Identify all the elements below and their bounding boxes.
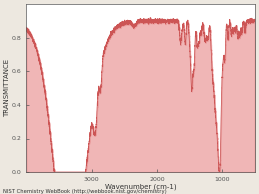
Text: INFRARED SPECTRUM: INFRARED SPECTRUM — [95, 0, 186, 2]
Text: NIST Chemistry WebBook (http://webbook.nist.gov/chemistry): NIST Chemistry WebBook (http://webbook.n… — [3, 189, 166, 194]
X-axis label: Wavenumber (cm-1): Wavenumber (cm-1) — [105, 183, 176, 190]
Y-axis label: TRANSMITTANCE: TRANSMITTANCE — [4, 59, 10, 117]
